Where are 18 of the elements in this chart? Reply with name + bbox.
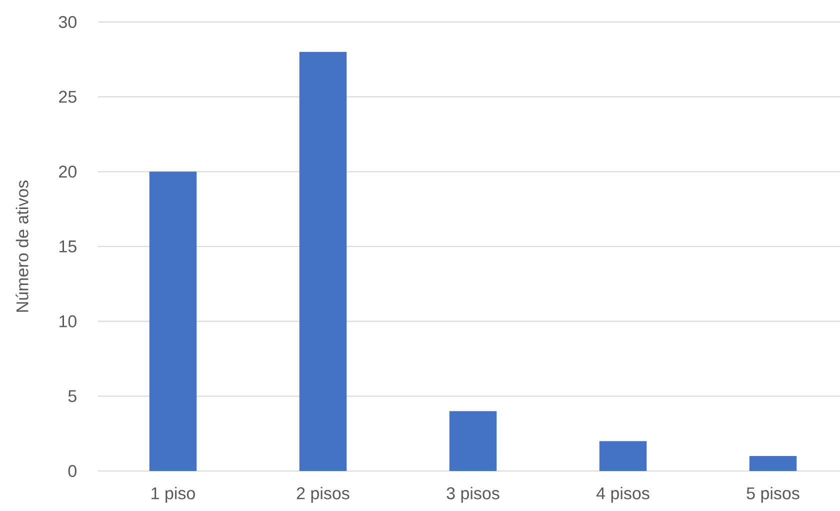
y-tick-label: 5 [68,390,76,402]
x-tick-label: 1 piso [152,486,195,503]
x-tick-label: 3 pisos [446,486,500,503]
y-tick-label: 25 [59,90,76,103]
x-tick-label: 5 pisos [746,486,800,503]
y-tick-label: 30 [58,16,76,28]
bar [749,456,797,471]
bar [449,411,497,471]
y-tick-label: 0 [68,464,76,478]
y-tick-label: 10 [60,315,76,328]
x-tick-label: 2 pisos [296,486,350,503]
bar [299,52,347,471]
bar [599,441,647,471]
y-tick-label: 15 [60,240,76,252]
y-axis-title: Número de ativos [16,180,28,312]
y-tick-label: 20 [59,166,76,178]
bar [149,172,197,471]
x-tick-label: 4 pisos [596,486,650,503]
